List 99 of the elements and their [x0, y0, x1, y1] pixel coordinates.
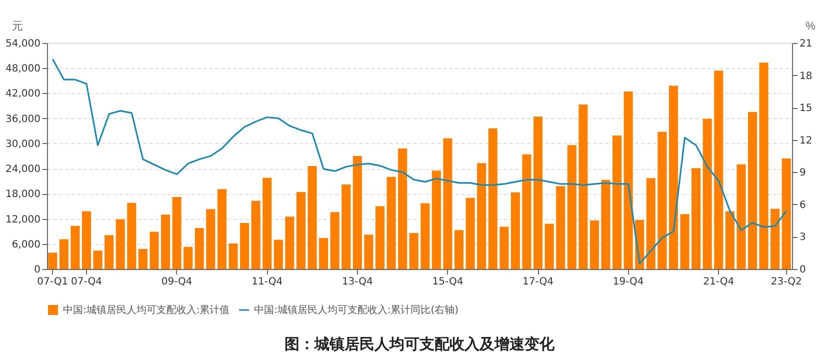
bar	[274, 240, 283, 269]
bar	[342, 184, 351, 269]
y-tick-label: 54,000	[6, 38, 40, 50]
bar	[127, 202, 136, 269]
bar	[556, 186, 566, 269]
bar	[206, 209, 216, 269]
bar	[432, 170, 441, 269]
bar	[624, 92, 633, 269]
bar	[658, 132, 667, 269]
y2-tick-label: 3	[800, 232, 806, 244]
x-tick-label: 19-Q4	[612, 276, 644, 288]
y2-axis-title: %	[806, 20, 816, 32]
y-tick-label: 42,000	[6, 88, 40, 100]
bar	[184, 246, 193, 269]
y-axis-title: 元	[12, 20, 23, 32]
bar	[612, 135, 622, 269]
bar	[692, 168, 701, 269]
bar	[578, 104, 588, 269]
bar	[443, 138, 452, 269]
y-tick-label: 6,000	[12, 239, 40, 250]
x-tick-label: 21-Q4	[703, 276, 734, 288]
y-tick-label: 0	[34, 264, 40, 276]
bar	[330, 212, 340, 269]
y-tick-label: 18,000	[6, 189, 40, 200]
bar	[488, 128, 498, 269]
bar	[59, 239, 68, 269]
y-tick-label: 12,000	[6, 214, 40, 226]
bar	[228, 243, 238, 269]
bar	[296, 192, 306, 269]
bar	[48, 252, 58, 269]
bar	[172, 197, 182, 269]
bar	[646, 178, 656, 269]
bar	[285, 216, 294, 269]
bar	[725, 211, 734, 269]
bar	[409, 233, 418, 269]
bar	[601, 180, 610, 269]
x-tick-label: 17-Q4	[522, 276, 554, 288]
bar	[748, 112, 758, 269]
bar	[364, 234, 374, 269]
bar	[680, 214, 690, 269]
y-tick-label: 36,000	[6, 114, 40, 125]
bar	[567, 145, 576, 269]
bar	[736, 164, 746, 269]
bar	[668, 86, 678, 269]
bar	[500, 226, 509, 269]
bar	[466, 198, 475, 269]
bar	[308, 166, 317, 269]
bar	[398, 148, 408, 269]
text: 图：城镇居民人均可支配收入及增速变化	[284, 335, 556, 353]
y-tick-label: 48,000	[6, 64, 40, 75]
bar	[116, 219, 125, 269]
x-tick-label: 11-Q4	[252, 276, 283, 288]
bar	[702, 118, 712, 269]
y2-tick-label: 6	[800, 200, 806, 211]
y2-tick-label: 18	[800, 70, 812, 82]
bar	[454, 230, 464, 269]
bar	[759, 62, 768, 269]
bar	[262, 178, 272, 269]
y-tick-label: 24,000	[6, 164, 40, 176]
bar	[82, 211, 92, 269]
y2-tick-label: 15	[800, 103, 812, 114]
bar	[375, 206, 385, 269]
bar	[104, 235, 114, 269]
x-tick-label: 07-Q4	[71, 276, 102, 288]
bar	[240, 222, 250, 269]
bar	[522, 154, 532, 269]
bar	[138, 248, 148, 269]
x-tick-label: 23-Q2	[770, 276, 802, 288]
bar	[770, 208, 780, 269]
legend-label: 中国:城镇居民人均可支配收入:累计同比(右轴)	[254, 304, 459, 316]
bar	[161, 214, 170, 269]
legend-label: 中国:城镇居民人均可支配收入:累计值	[63, 304, 230, 316]
bar	[251, 200, 260, 269]
y2-tick-label: 9	[800, 168, 806, 179]
bar	[477, 163, 486, 269]
bar	[510, 192, 520, 269]
bar	[217, 189, 226, 269]
y2-tick-label: 0	[800, 264, 806, 276]
bar	[93, 250, 102, 269]
bar	[150, 232, 159, 269]
y2-tick-label: 12	[800, 135, 812, 146]
x-tick-label: 13-Q4	[342, 276, 373, 288]
bar	[352, 156, 362, 269]
bar	[386, 176, 396, 269]
bar	[319, 238, 328, 269]
y-tick-label: 30,000	[6, 138, 40, 150]
x-tick-label: 07-Q1	[37, 276, 68, 288]
bar	[420, 203, 430, 269]
bar	[544, 224, 554, 269]
bar	[714, 70, 724, 269]
bar	[782, 158, 791, 269]
line-series	[52, 58, 788, 264]
bar	[194, 228, 204, 269]
x-tick-label: 09-Q4	[161, 276, 192, 288]
x-tick-label: 15-Q4	[432, 276, 464, 288]
bar	[70, 226, 80, 269]
bar	[534, 116, 543, 269]
bar	[590, 220, 599, 269]
y2-tick-label: 21	[800, 38, 812, 50]
